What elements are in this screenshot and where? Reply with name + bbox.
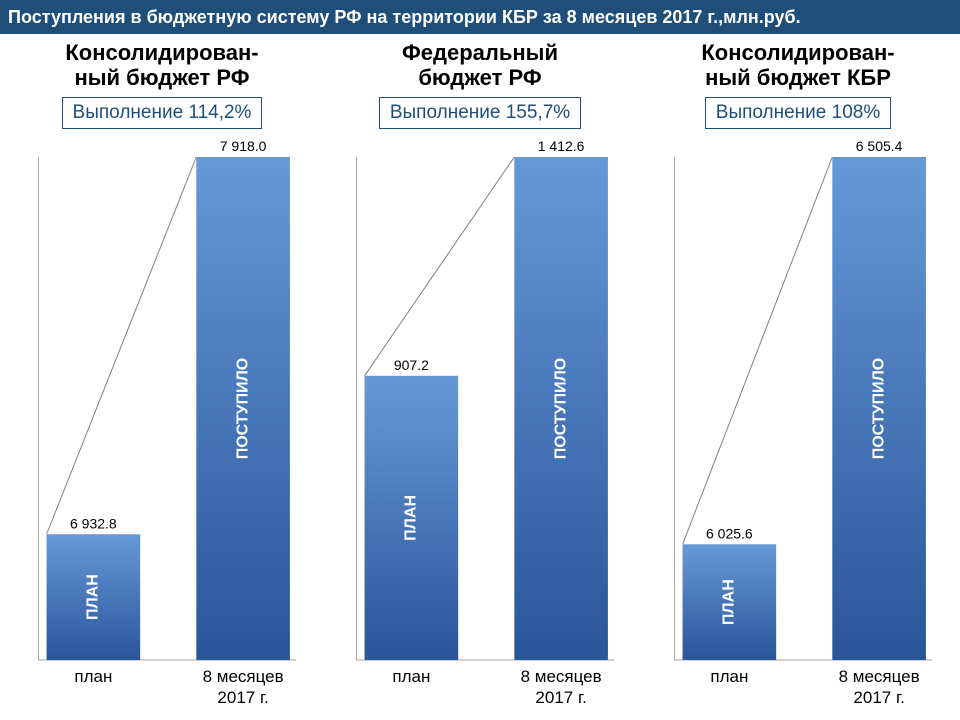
- category-label: 8 месяцев: [521, 667, 602, 686]
- bar-inside-label: ПОСТУПИЛО: [552, 357, 569, 459]
- execution-badge: Выполнение 108%: [705, 97, 891, 129]
- execution-badge: Выполнение 114,2%: [62, 97, 263, 129]
- panel-1: Федеральный бюджет РФ Выполнение 155,7% 90…: [324, 38, 636, 720]
- bar-inside-label: ПЛАН: [403, 495, 420, 541]
- category-label: план: [74, 667, 112, 686]
- panel-0: Консолидирован- ный бюджет РФ Выполнение …: [6, 38, 318, 720]
- category-label: план: [392, 667, 430, 686]
- category-label: 8 месяцев: [203, 667, 284, 686]
- panel-2: Консолидирован- ный бюджет КБР Выполнение…: [642, 38, 954, 720]
- panel-title: Федеральный бюджет РФ: [402, 40, 558, 91]
- page-title-bar: Поступления в бюджетную систему РФ на те…: [0, 0, 960, 34]
- bar-value-label: 7 918.0: [220, 138, 267, 154]
- panel-title: Консолидирован- ный бюджет РФ: [65, 40, 258, 91]
- bar-inside-label: ПОСТУПИЛО: [870, 357, 887, 459]
- execution-badge: Выполнение 155,7%: [379, 97, 581, 129]
- panel-title: Консолидирован- ный бюджет КБР: [701, 40, 894, 91]
- chart: 6 932.8 ПЛАН план 7 918.0 ПОСТУПИЛО 8 месяцев…: [6, 133, 318, 720]
- category-label: план: [710, 667, 748, 686]
- chart: 907.2 ПЛАН план 1 412.6 ПОСТУПИЛО 8 месяцев 20…: [324, 133, 636, 720]
- category-label: 2017 г.: [535, 688, 586, 707]
- bar-value-label: 1 412.6: [538, 138, 585, 154]
- category-label: 2017 г.: [217, 688, 268, 707]
- bar-value-label: 6 932.8: [70, 515, 117, 531]
- bar-value-label: 907.2: [394, 356, 429, 372]
- bar-inside-label: ПЛАН: [85, 574, 102, 620]
- category-label: 8 месяцев: [839, 667, 920, 686]
- chart: 6 025.6 ПЛАН план 6 505.4 ПОСТУПИЛО 8 месяцев…: [642, 133, 954, 720]
- bar-value-label: 6 025.6: [706, 525, 753, 541]
- bar-inside-label: ПОСТУПИЛО: [234, 357, 251, 459]
- page-title-text: Поступления в бюджетную систему РФ на те…: [8, 7, 801, 27]
- bar-inside-label: ПЛАН: [721, 579, 738, 625]
- category-label: 2017 г.: [853, 688, 904, 707]
- panels-container: Консолидирован- ный бюджет РФ Выполнение …: [0, 34, 960, 720]
- bar-value-label: 6 505.4: [856, 138, 903, 154]
